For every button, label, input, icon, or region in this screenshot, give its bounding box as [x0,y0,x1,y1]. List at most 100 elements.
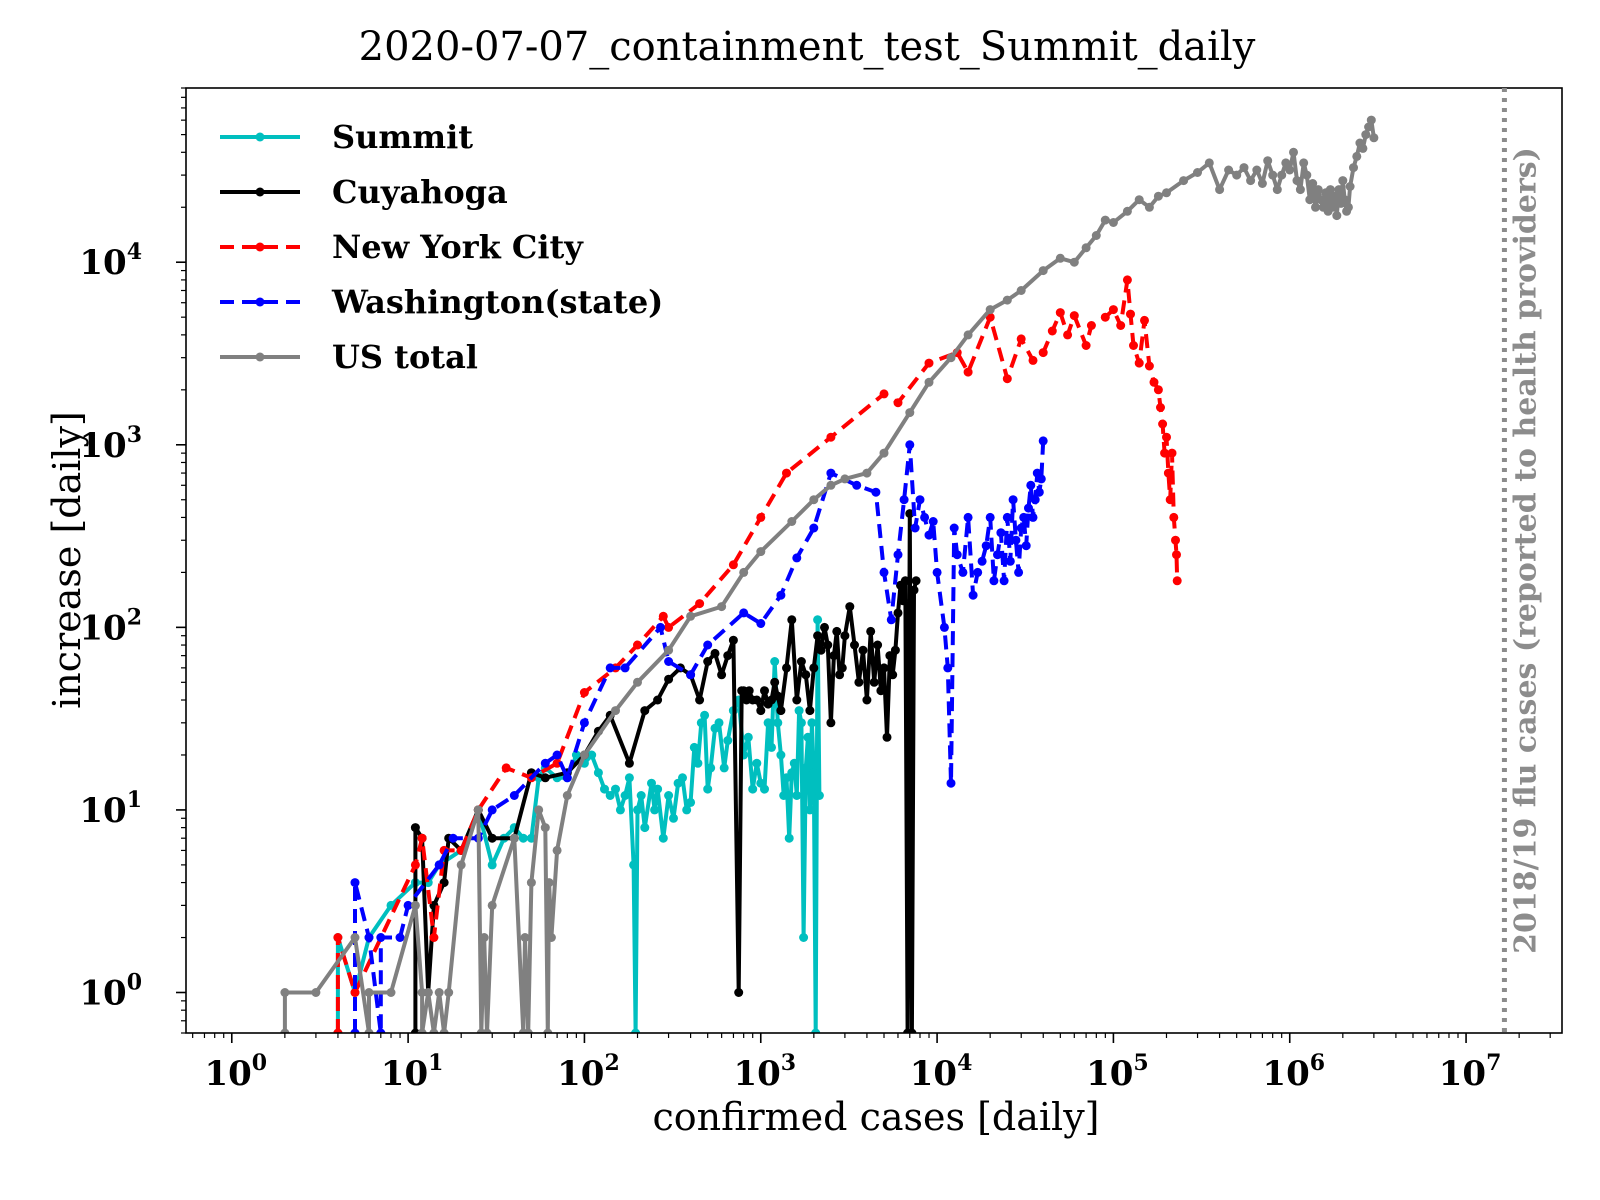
series-us-total [280,115,1379,1033]
data-point-washington-state [949,523,959,533]
data-point-washington-state [739,608,749,618]
data-point-washington-state [1030,495,1040,505]
data-point-new-york-city [1144,361,1154,371]
data-point-us-total [985,305,995,315]
data-point-us-total [1364,122,1374,132]
data-point-summit [805,805,815,815]
data-point-us-total [1224,165,1234,175]
data-point-us-total [1252,165,1262,175]
data-point-cuyahoga [796,657,806,666]
data-point-summit [714,718,724,728]
x-tick-exponent: 1 [428,1050,443,1076]
data-point-us-total [1325,185,1335,195]
y-tick-exponent: 3 [127,422,142,448]
legend-item-summit: Summit [220,118,473,156]
legend-item-washington-state: Washington(state) [220,283,663,321]
data-point-new-york-city [1153,385,1163,395]
data-point-cuyahoga [695,695,705,705]
data-point-washington-state [605,663,615,673]
data-point-new-york-city [552,758,562,768]
data-point-washington-state [946,778,956,788]
data-point-cuyahoga [845,602,855,612]
data-point-summit [760,784,769,794]
legend-item-cuyahoga: Cuyahoga [220,173,508,211]
data-point-new-york-city [1063,330,1073,340]
data-point-washington-state [395,933,405,942]
x-tick-label: 100 [204,1050,267,1094]
data-point-summit [678,773,687,783]
data-point-us-total [1016,286,1026,295]
data-point-us-total [924,377,934,387]
x-tick-label: 102 [557,1050,620,1094]
data-point-new-york-city [429,933,439,942]
data-point-us-total [1328,202,1338,212]
data-point-us-total [1153,191,1163,201]
x-tick-label: 101 [381,1050,444,1094]
data-point-summit [629,860,639,870]
data-point-cuyahoga [787,615,797,625]
data-point-cuyahoga [773,691,783,701]
data-point-new-york-city [1158,419,1168,429]
data-point-washington-state [993,550,1002,560]
data-point-us-total [1316,195,1326,205]
data-point-cuyahoga [876,686,886,696]
data-point-us-total [1122,206,1132,216]
data-point-washington-state [977,556,987,566]
data-point-summit [664,791,674,800]
y-tick-label: 100 [79,969,142,1013]
data-point-summit [700,710,710,720]
data-point-new-york-city [1169,512,1179,522]
data-point-us-total [1055,253,1065,263]
data-point-washington-state [1024,503,1033,513]
data-point-new-york-city [579,688,589,697]
data-point-summit [658,833,668,843]
data-point-us-total [543,1028,553,1033]
data-point-washington-state [879,567,889,577]
data-point-new-york-city [756,512,766,522]
data-point-new-york-city [1165,495,1175,505]
data-point-cuyahoga [879,663,889,673]
data-point-washington-state [1002,512,1012,522]
data-point-summit [807,718,817,728]
data-point-summit [748,784,758,794]
data-point-cuyahoga [816,645,826,655]
data-point-summit [640,823,650,833]
data-point-new-york-city [826,432,836,442]
data-point-us-total [417,1028,427,1033]
data-point-washington-state [792,553,802,563]
data-point-us-total [552,845,562,855]
data-point-summit [784,833,794,843]
data-point-washington-state [1019,512,1029,522]
data-point-washington-state [364,933,374,942]
data-point-cuyahoga [776,706,786,716]
x-tick-exponent: 2 [604,1050,619,1076]
data-point-washington-state [924,530,934,540]
data-point-new-york-city [333,1028,343,1033]
data-point-washington-state [985,512,995,522]
data-point-washington-state [996,528,1006,538]
data-point-summit [811,1028,821,1033]
data-point-us-total [520,933,530,942]
data-point-washington-state [973,567,983,577]
data-point-us-total [809,495,819,505]
data-point-us-total [1277,170,1287,180]
x-tick-exponent: 5 [1133,1050,1148,1076]
data-point-us-total [1134,195,1144,205]
legend-label: US total [332,338,478,376]
data-point-us-total [1349,163,1358,173]
data-point-summit [587,750,597,760]
data-point-washington-state [893,550,903,560]
data-point-us-total [1162,188,1171,198]
data-point-us-total [1338,176,1348,186]
data-point-washington-state [756,619,766,628]
data-point-new-york-city [410,860,420,870]
data-point-new-york-city [1126,309,1135,319]
data-point-washington-state [989,576,999,586]
data-point-cuyahoga [826,718,836,728]
data-point-new-york-city [1140,315,1149,325]
data-point-us-total [350,933,360,942]
legend-swatch-marker [255,132,265,142]
data-point-us-total [826,480,836,490]
data-point-us-total [1330,191,1340,201]
data-point-washington-state [403,900,413,910]
